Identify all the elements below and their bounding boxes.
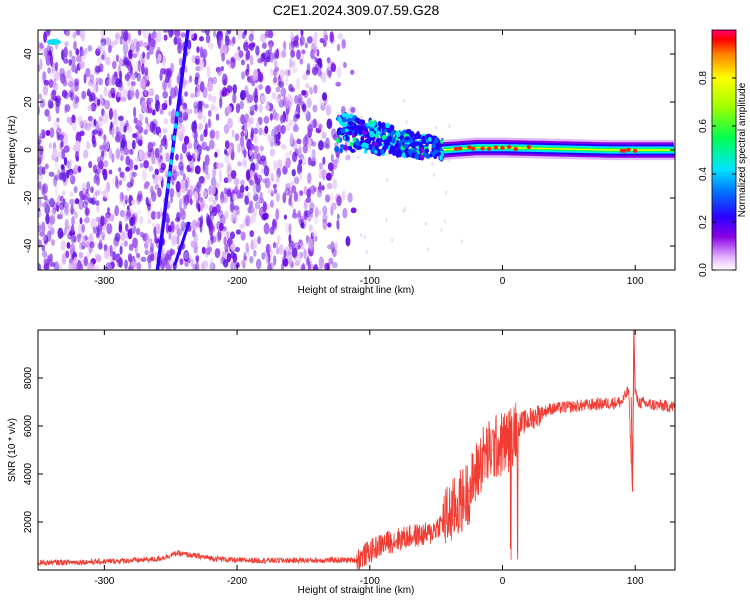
snr-point (508, 439, 510, 442)
snr-line-area (38, 330, 675, 570)
snr-point (491, 449, 493, 451)
snr-frame (37, 329, 676, 571)
snr-point (499, 444, 501, 447)
heatmap-ytick-label: 20 (23, 96, 34, 108)
snr-point (408, 535, 411, 538)
heatmap-ytick-label: 0 (23, 147, 34, 153)
colorbar-label: Normalized spectral amplitude (737, 82, 748, 217)
heatmap-xtick-label: 0 (500, 276, 506, 287)
heatmap-xlabel: Height of straight line (km) (298, 285, 415, 296)
snr-ytick-label: 4000 (23, 462, 34, 485)
snr-point (468, 490, 471, 492)
snr-point (621, 401, 623, 403)
snr-ytick-label: 2000 (23, 510, 34, 533)
snr-point (236, 559, 238, 562)
snr-point (647, 403, 650, 406)
signal-band (442, 137, 675, 161)
tilted-line-2 (173, 221, 191, 266)
snr-xtick-label: 100 (627, 576, 644, 587)
figure-title: C2E1.2024.309.07.59.G28 (273, 2, 440, 18)
snr-series-points (38, 331, 675, 564)
snr-point (355, 559, 358, 561)
heatmap-xtick-label: -100 (360, 276, 380, 287)
colorbar-gradient (711, 29, 737, 271)
colorbar-tick-label: 0.2 (698, 215, 709, 229)
snr-point (525, 420, 528, 423)
snr-point (382, 542, 384, 545)
heatmap-xtick-label: 100 (627, 276, 644, 287)
snr-panel: -300 -200 -100 0 100 2000 4000 6000 8000 Height … (7, 329, 676, 596)
snr-point (428, 533, 431, 535)
snr-ylabel: SNR (10 * v/v) (7, 418, 18, 482)
snr-point (302, 559, 305, 562)
snr-point (481, 456, 484, 459)
snr-xtick-label: -200 (227, 576, 247, 587)
snr-spike (630, 330, 636, 491)
snr-series-line (38, 330, 675, 570)
snr-point (594, 403, 597, 406)
snr-point (637, 401, 639, 403)
snr-point (441, 521, 444, 523)
colorbar-tick-label: 0.0 (698, 263, 709, 277)
heatmap-ytick-label: -40 (23, 238, 34, 253)
snr-point (209, 557, 212, 559)
signal-blob (334, 112, 445, 162)
heatmap-ytick-label: -20 (23, 190, 34, 205)
heatmap-ylabel: Frequency (Hz) (7, 116, 18, 185)
speckle-top-left (46, 39, 61, 45)
snr-xtick-label: 0 (500, 576, 506, 587)
snr-point (156, 558, 159, 560)
heatmap-ytick-label: 40 (23, 48, 34, 60)
colorbar: 0.0 0.2 0.4 0.6 0.8 Normalized spectral ampl… (698, 29, 748, 277)
snr-xtick-label: -100 (360, 576, 380, 587)
snr-ytick-label: 8000 (23, 366, 34, 389)
colorbar-ticks: 0.0 0.2 0.4 0.6 0.8 (698, 71, 736, 277)
snr-point (514, 425, 517, 427)
snr-axes: -300 -200 -100 0 100 2000 4000 6000 8000 (23, 330, 675, 587)
colorbar-tick-label: 0.8 (698, 71, 709, 85)
noise-speckle (38, 30, 463, 270)
heatmap-xtick-label: -300 (94, 276, 114, 287)
snr-point (176, 552, 179, 554)
snr-xtick-label: -300 (94, 576, 114, 587)
colorbar-tick-label: 0.6 (698, 119, 709, 133)
heatmap-xtick-label: -200 (227, 276, 247, 287)
snr-ytick-label: 6000 (23, 414, 34, 437)
colorbar-tick-label: 0.4 (698, 167, 709, 181)
snr-point (455, 506, 457, 509)
heatmap-area (38, 30, 675, 270)
snr-point (568, 406, 570, 408)
snr-point (103, 560, 106, 563)
snr-point (534, 415, 537, 418)
snr-point (627, 389, 630, 391)
snr-point (548, 408, 550, 411)
snr-xlabel: Height of straight line (km) (298, 585, 415, 596)
